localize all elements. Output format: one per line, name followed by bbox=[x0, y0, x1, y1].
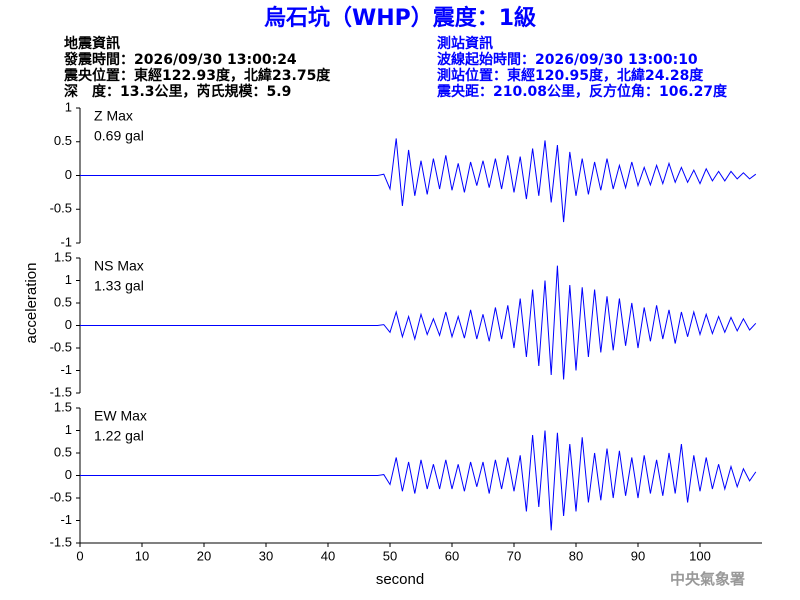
y-tick-label: 0 bbox=[65, 167, 72, 182]
x-tick-label: 90 bbox=[631, 548, 645, 563]
y-tick-label: 0 bbox=[65, 317, 72, 332]
max-annotation: 1.22 gal bbox=[94, 428, 144, 444]
info-left: 發震時間：2026/09/30 13:00:24 bbox=[63, 51, 297, 68]
max-annotation: Z Max bbox=[94, 108, 133, 124]
y-axis-label: acceleration bbox=[23, 263, 40, 344]
info-left: 震央位置：東經122.93度，北緯23.75度 bbox=[63, 67, 331, 84]
x-tick-label: 20 bbox=[197, 548, 211, 563]
y-tick-label: -0.5 bbox=[50, 339, 72, 354]
y-tick-label: -1 bbox=[60, 362, 72, 377]
max-annotation: EW Max bbox=[94, 408, 147, 424]
y-tick-label: 0.5 bbox=[54, 444, 72, 459]
y-tick-label: 1.5 bbox=[54, 249, 72, 264]
y-tick-label: -0.5 bbox=[50, 489, 72, 504]
waveform bbox=[80, 265, 757, 380]
info-right: 測站資訊 bbox=[437, 35, 493, 52]
y-tick-label: 1 bbox=[65, 422, 72, 437]
info-left: 深 度：13.3公里，芮氏規模：5.9 bbox=[64, 83, 291, 100]
x-tick-label: 100 bbox=[689, 548, 711, 563]
max-annotation: 1.33 gal bbox=[94, 278, 144, 294]
y-tick-label: 0 bbox=[65, 467, 72, 482]
x-tick-label: 40 bbox=[321, 548, 335, 563]
y-tick-label: -1.5 bbox=[50, 384, 72, 399]
info-right: 震央距：210.08公里，反方位角：106.27度 bbox=[436, 83, 728, 100]
waveform bbox=[80, 430, 757, 531]
footer: 中央氣象署 bbox=[670, 570, 745, 588]
y-tick-label: 1.5 bbox=[54, 399, 72, 414]
max-annotation: NS Max bbox=[94, 258, 144, 274]
x-axis-label: second bbox=[376, 571, 424, 588]
chart-title: 烏石坑（WHP）震度：1級 bbox=[264, 5, 536, 31]
x-tick-label: 70 bbox=[507, 548, 521, 563]
info-right: 波線起始時間：2026/09/30 13:00:10 bbox=[437, 51, 698, 68]
x-tick-label: 50 bbox=[383, 548, 397, 563]
max-annotation: 0.69 gal bbox=[94, 128, 144, 144]
y-tick-label: -1 bbox=[60, 234, 72, 249]
x-tick-label: 60 bbox=[445, 548, 459, 563]
info-left: 地震資訊 bbox=[64, 35, 120, 52]
x-tick-label: 10 bbox=[135, 548, 149, 563]
y-tick-label: -1.5 bbox=[50, 534, 72, 549]
info-right: 測站位置：東經120.95度，北緯24.28度 bbox=[437, 67, 704, 84]
y-tick-label: 0.5 bbox=[54, 133, 72, 148]
x-tick-label: 80 bbox=[569, 548, 583, 563]
y-tick-label: -0.5 bbox=[50, 201, 72, 216]
y-tick-label: -1 bbox=[60, 512, 72, 527]
y-tick-label: 1 bbox=[65, 272, 72, 287]
y-tick-label: 0.5 bbox=[54, 294, 72, 309]
y-tick-label: 1 bbox=[65, 99, 72, 114]
x-tick-label: 0 bbox=[76, 548, 83, 563]
waveform bbox=[80, 138, 757, 223]
x-tick-label: 30 bbox=[259, 548, 273, 563]
